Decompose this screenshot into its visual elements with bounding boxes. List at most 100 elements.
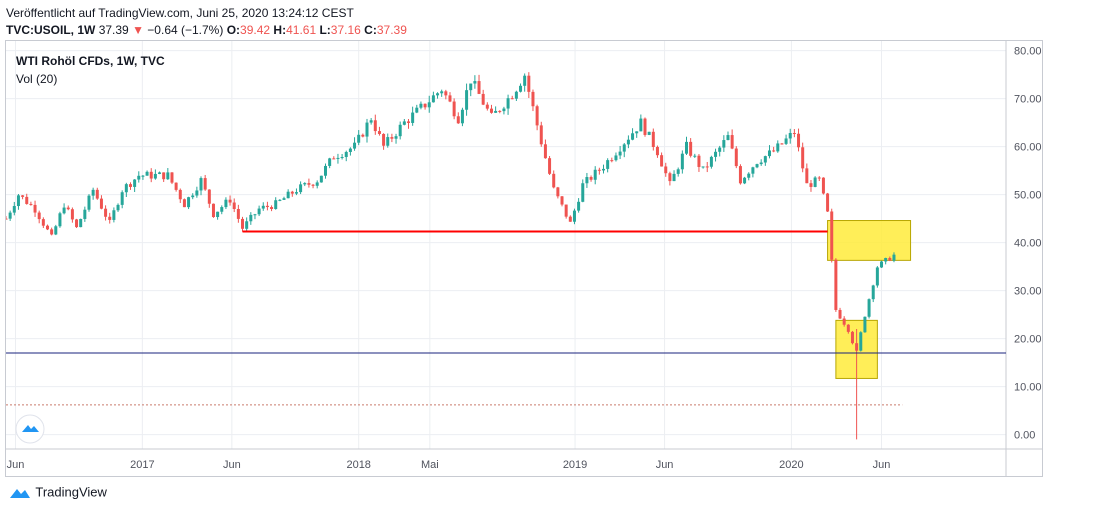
candle-body: [50, 229, 54, 235]
candle-body: [265, 205, 269, 208]
candle-body: [344, 151, 348, 158]
candle: [776, 140, 780, 153]
candle-body: [693, 155, 697, 157]
candle: [871, 284, 875, 303]
candle: [751, 166, 755, 178]
candle: [282, 196, 286, 200]
candle: [597, 167, 601, 175]
candle: [714, 148, 718, 162]
candle: [340, 153, 344, 160]
candle-body: [734, 148, 738, 167]
candle: [83, 206, 87, 222]
drawing-lines[interactable]: [6, 230, 1006, 406]
candle: [245, 217, 249, 232]
candle: [801, 142, 805, 173]
candle: [50, 227, 54, 236]
candle: [701, 166, 705, 169]
candle-body: [834, 259, 838, 310]
candle: [124, 182, 128, 197]
candle: [444, 89, 448, 100]
candle-body: [510, 98, 514, 100]
x-tick-label: 2019: [563, 459, 587, 471]
candle: [104, 205, 108, 221]
candle-body: [473, 81, 477, 84]
candle: [556, 186, 560, 199]
candle: [635, 131, 639, 138]
candle-body: [718, 147, 722, 152]
candle-body: [141, 175, 145, 177]
candle: [6, 216, 8, 220]
candle-body: [253, 214, 257, 216]
candle: [726, 131, 730, 141]
candle: [299, 181, 303, 195]
candle: [141, 175, 145, 180]
candle: [232, 198, 236, 213]
candle-body: [41, 219, 45, 226]
candle: [577, 198, 581, 213]
candle: [581, 179, 585, 203]
candle: [353, 137, 357, 151]
candle: [817, 176, 821, 182]
candle: [315, 180, 319, 189]
candle-body: [689, 141, 693, 156]
candle: [498, 110, 502, 114]
candle: [199, 176, 203, 196]
candle: [95, 187, 99, 200]
x-tick-label: Jun: [223, 459, 241, 471]
candle-body: [21, 195, 25, 197]
candle-body: [705, 166, 709, 168]
candle-body: [162, 172, 166, 180]
candle-body: [386, 137, 390, 146]
candle-body: [502, 108, 506, 112]
candle-body: [182, 199, 186, 208]
candle: [406, 119, 410, 129]
candle: [411, 106, 415, 126]
candle-body: [440, 91, 444, 94]
candle: [365, 118, 369, 143]
candle-body: [45, 225, 49, 230]
footer-brand[interactable]: TradingView: [35, 484, 107, 500]
candle-body: [680, 153, 684, 170]
candle-body: [357, 134, 361, 143]
symbol-label[interactable]: TVC:USOIL, 1W: [6, 23, 96, 37]
candle: [99, 195, 103, 210]
chart-panel[interactable]: 80.00 70.00 60.00 50.00 40.00 30.00 20.00 10.00…: [5, 40, 1043, 477]
candle-body: [602, 168, 606, 171]
candle: [548, 155, 552, 176]
candle: [274, 197, 278, 210]
candle: [158, 171, 162, 175]
candle-body: [419, 103, 423, 108]
candle-body: [398, 124, 402, 137]
price-chart[interactable]: 80.00 70.00 60.00 50.00 40.00 30.00 20.00 10.00…: [6, 41, 1042, 476]
candle-body: [75, 219, 79, 228]
candle: [178, 188, 182, 203]
candle-body: [95, 189, 99, 199]
y-tick-label: 70.00: [1014, 94, 1042, 106]
x-tick-label: Jun: [873, 459, 891, 471]
candle-body: [892, 254, 896, 261]
candle: [523, 73, 527, 92]
candle: [25, 193, 29, 205]
candle-body: [278, 199, 282, 201]
candle: [784, 134, 788, 146]
candle: [614, 152, 618, 162]
candle-body: [99, 198, 103, 209]
candle: [473, 75, 477, 89]
candle: [730, 129, 734, 150]
candle-body: [884, 257, 888, 262]
candle-body: [709, 156, 713, 167]
candle-body: [618, 151, 622, 156]
candle-body: [610, 160, 614, 162]
candle: [788, 128, 792, 144]
candle-body: [519, 85, 523, 92]
candle: [668, 171, 672, 186]
candle-body: [290, 191, 294, 194]
tradingview-logo-icon: [10, 489, 30, 498]
candle-body: [643, 118, 647, 135]
candle-body: [539, 125, 543, 145]
candle: [697, 154, 701, 172]
candle-body: [751, 167, 755, 174]
candle-body: [684, 141, 688, 154]
candle-body: [772, 150, 776, 152]
candle-body: [224, 199, 228, 208]
